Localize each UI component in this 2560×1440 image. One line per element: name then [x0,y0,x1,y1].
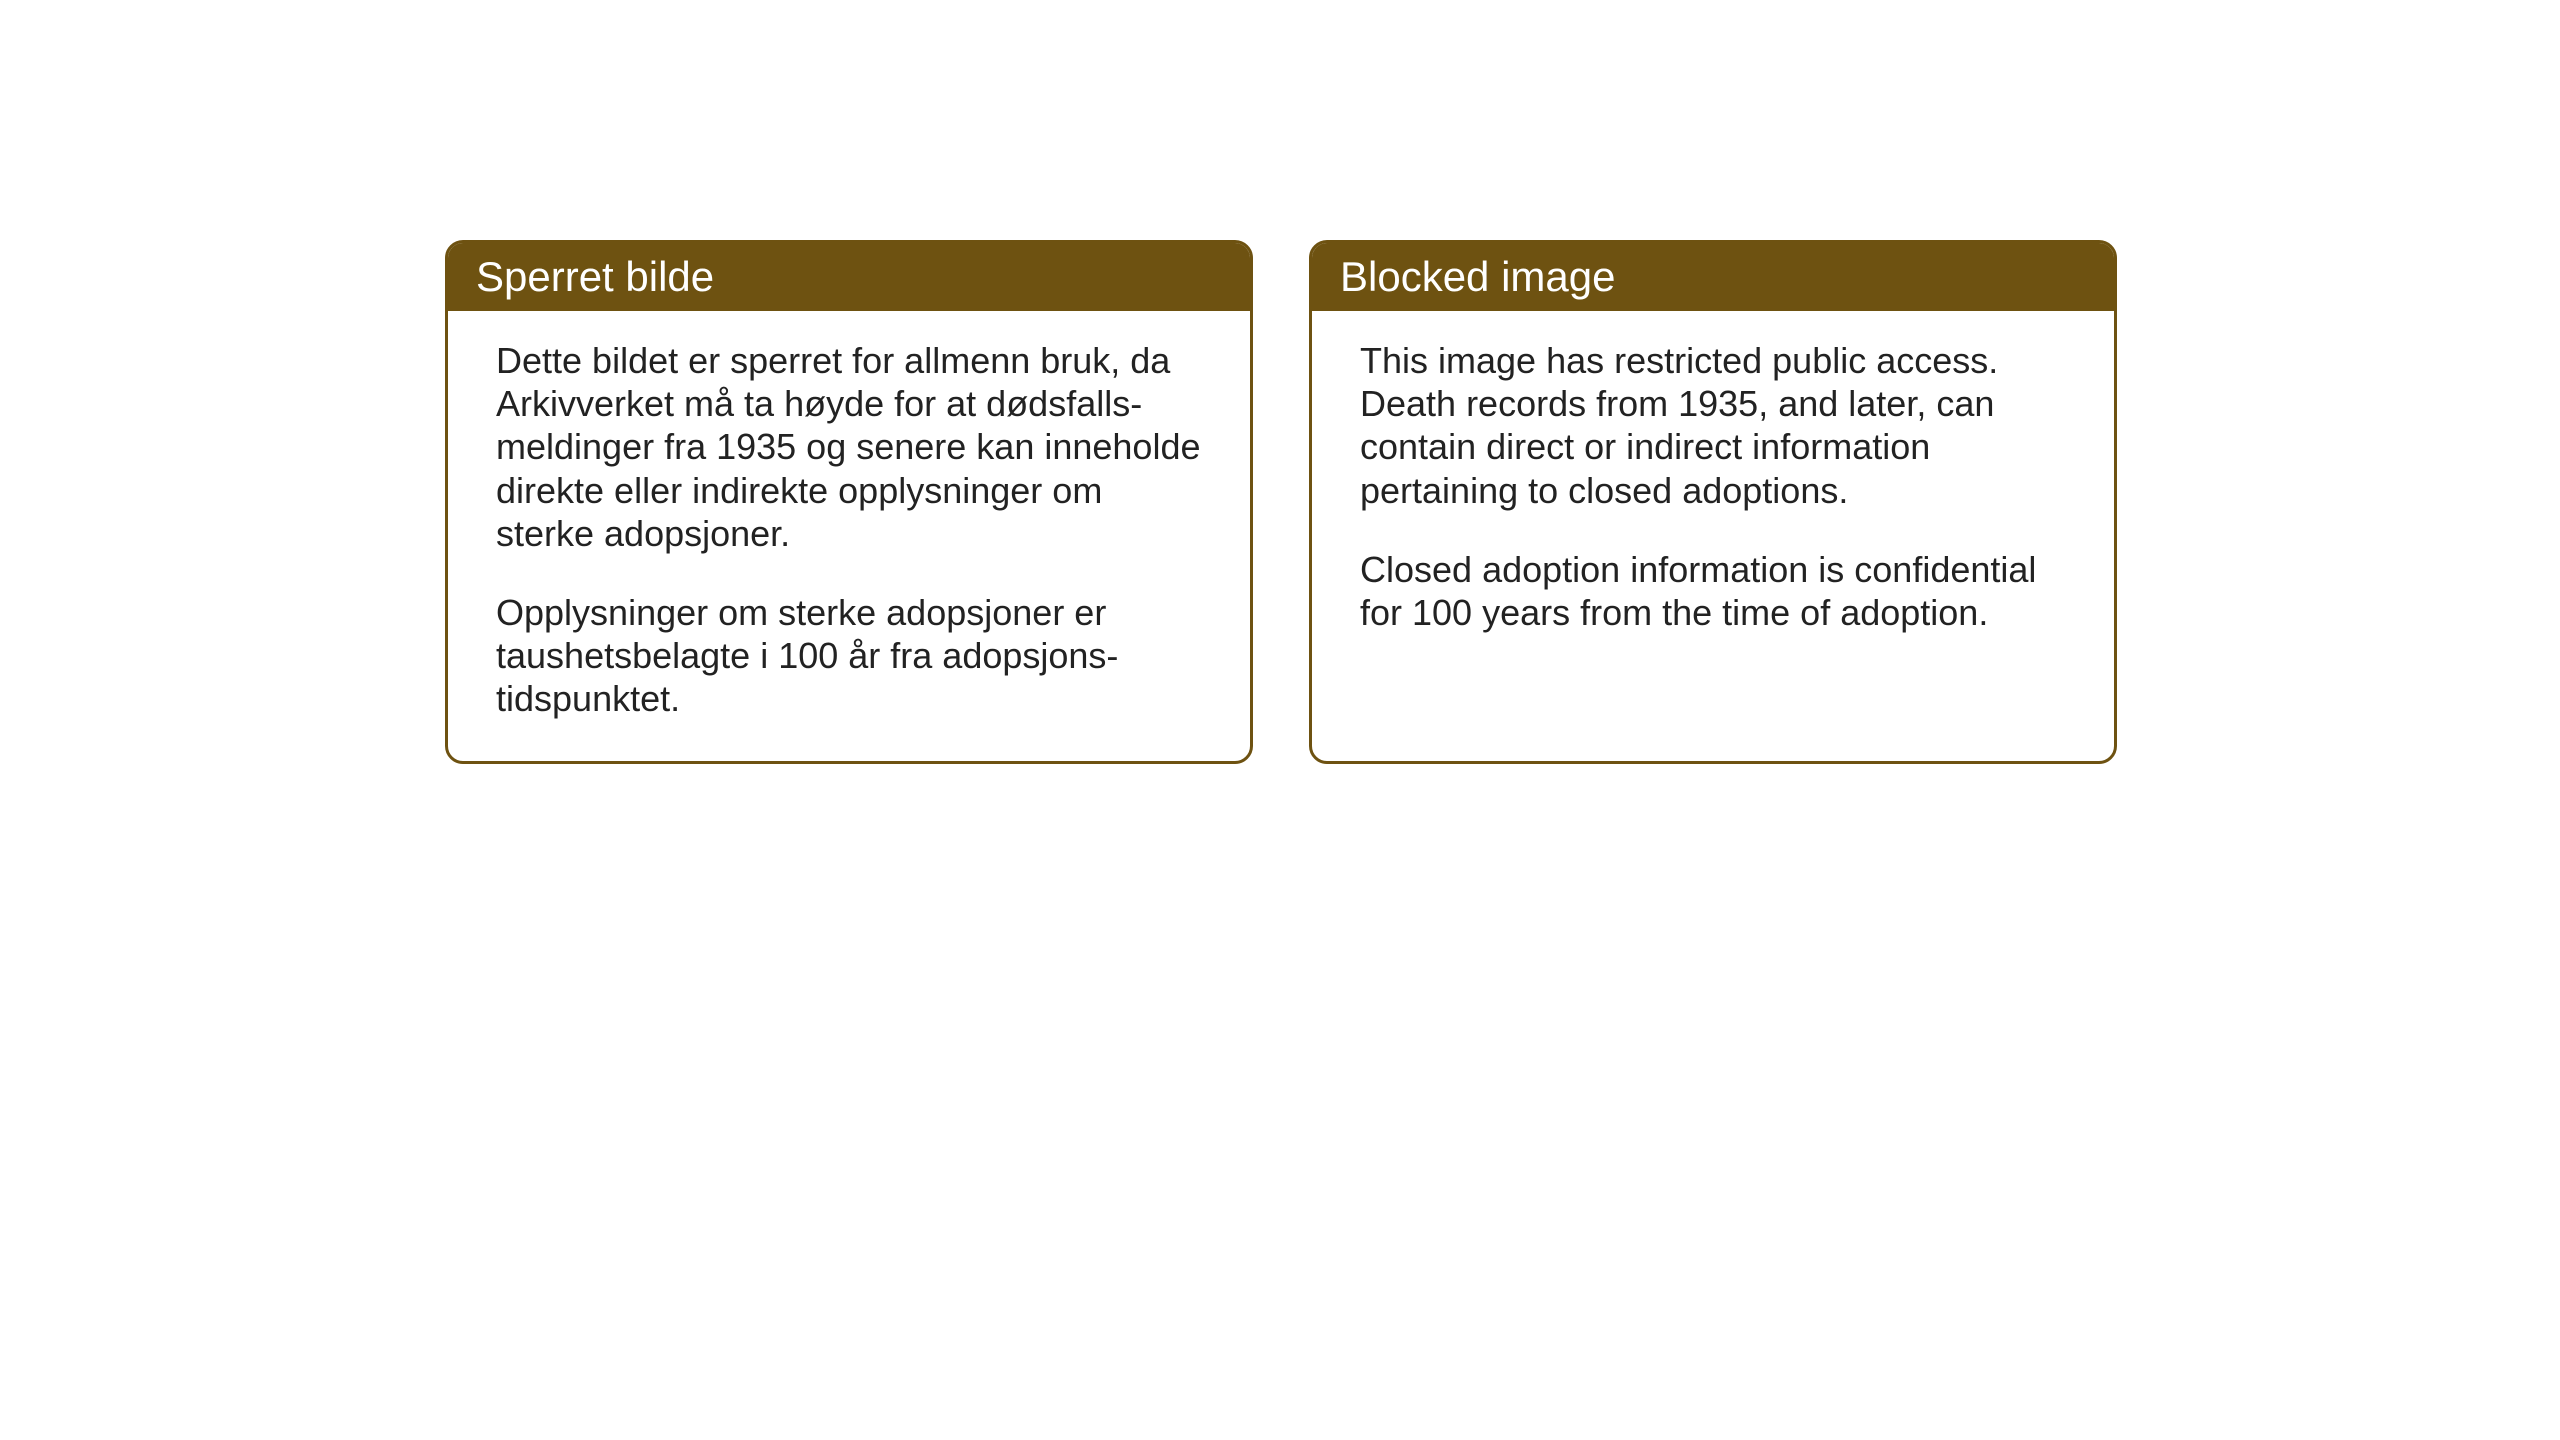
card-header: Blocked image [1312,243,2114,311]
card-paragraph-1: This image has restricted public access.… [1360,339,2066,512]
card-title: Sperret bilde [476,253,714,300]
card-header: Sperret bilde [448,243,1250,311]
card-body: Dette bildet er sperret for allmenn bruk… [448,311,1250,761]
notice-card-norwegian: Sperret bilde Dette bildet er sperret fo… [445,240,1253,764]
card-body: This image has restricted public access.… [1312,311,2114,711]
card-paragraph-1: Dette bildet er sperret for allmenn bruk… [496,339,1202,555]
notice-card-english: Blocked image This image has restricted … [1309,240,2117,764]
notice-container: Sperret bilde Dette bildet er sperret fo… [0,0,2560,764]
card-title: Blocked image [1340,253,1615,300]
card-paragraph-2: Opplysninger om sterke adopsjoner er tau… [496,591,1202,721]
card-paragraph-2: Closed adoption information is confident… [1360,548,2066,634]
